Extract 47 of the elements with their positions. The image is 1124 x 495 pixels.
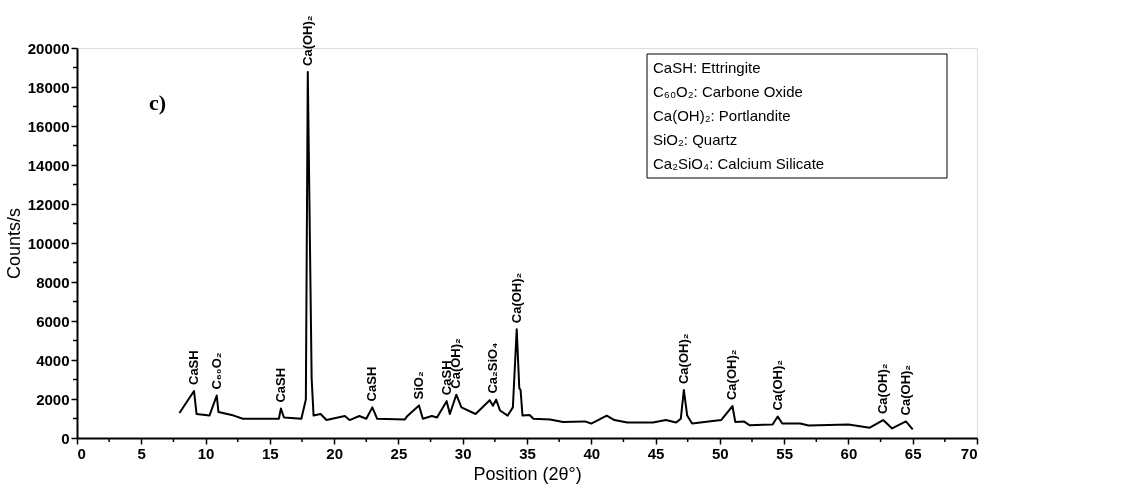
y-tick-label: 14000 (27, 156, 70, 174)
x-tick-label: 10 (197, 444, 215, 462)
y-tick-label: 12000 (27, 195, 70, 213)
annotation: Ca(OH)₂ (897, 364, 913, 416)
y-tick-label: 20000 (27, 39, 70, 57)
y-tick-label: 2000 (36, 390, 70, 408)
annotation: Ca(OH)₂ (675, 333, 691, 385)
annotation: Ca(OH)₂ (724, 349, 740, 401)
y-tick-label: 4000 (36, 351, 70, 369)
x-tick-label: 35 (519, 444, 536, 462)
x-tick-label: 15 (262, 444, 279, 462)
x-tick-label: 45 (647, 444, 665, 462)
annotation: CaSH (186, 350, 201, 386)
x-tick-label: 5 (137, 444, 146, 462)
x-tick-label: 65 (904, 444, 922, 462)
x-tick-label: 20 (326, 444, 343, 462)
annotation: Ca(OH)₂: Portlandite (653, 107, 791, 124)
y-tick-label: 8000 (36, 273, 70, 291)
annotation: Ca₂SiO₄ (484, 342, 500, 394)
annotation: Ca(OH)₂ (508, 272, 524, 324)
x-tick-label: 30 (454, 444, 472, 462)
y-tick-label: 6000 (36, 312, 70, 330)
y-tick-label: 10000 (27, 234, 70, 252)
y-tick-label: 16000 (27, 117, 70, 135)
text: c) (149, 90, 167, 115)
annotation: CaSH: Ettringite (653, 59, 761, 76)
y-tick-label: 18000 (27, 78, 70, 96)
x-tick-label: 60 (840, 444, 858, 462)
annotation: C₆₀O₂ (208, 352, 224, 390)
annotation: SiO₂ (411, 371, 426, 400)
annotation: CaSH (364, 366, 380, 402)
x-tick-label: 55 (776, 444, 793, 462)
annotation: SiO₂: Quartz (653, 131, 738, 148)
y-axis-title: Counts/s (3, 207, 24, 280)
annotation: CaSH (272, 367, 288, 403)
x-tick-label: 0 (77, 444, 86, 462)
x-tick-label: 50 (712, 444, 729, 462)
annotation: Ca₂SiO₄: Calcium Silicate (653, 155, 825, 172)
annotation: Ca(OH)₂ (299, 15, 315, 66)
annotation: Ca(OH)₂ (769, 359, 785, 411)
y-tick-label: 0 (61, 429, 70, 447)
annotation: C₆₀O₂: Carbone Oxide (653, 83, 803, 100)
annotation: Ca(OH)₂ (875, 363, 891, 415)
x-tick-label: 70 (960, 444, 978, 462)
x-tick-label: 25 (390, 444, 408, 462)
x-axis-title: Position (2θ°) (473, 463, 582, 484)
x-tick-label: 40 (583, 444, 601, 462)
